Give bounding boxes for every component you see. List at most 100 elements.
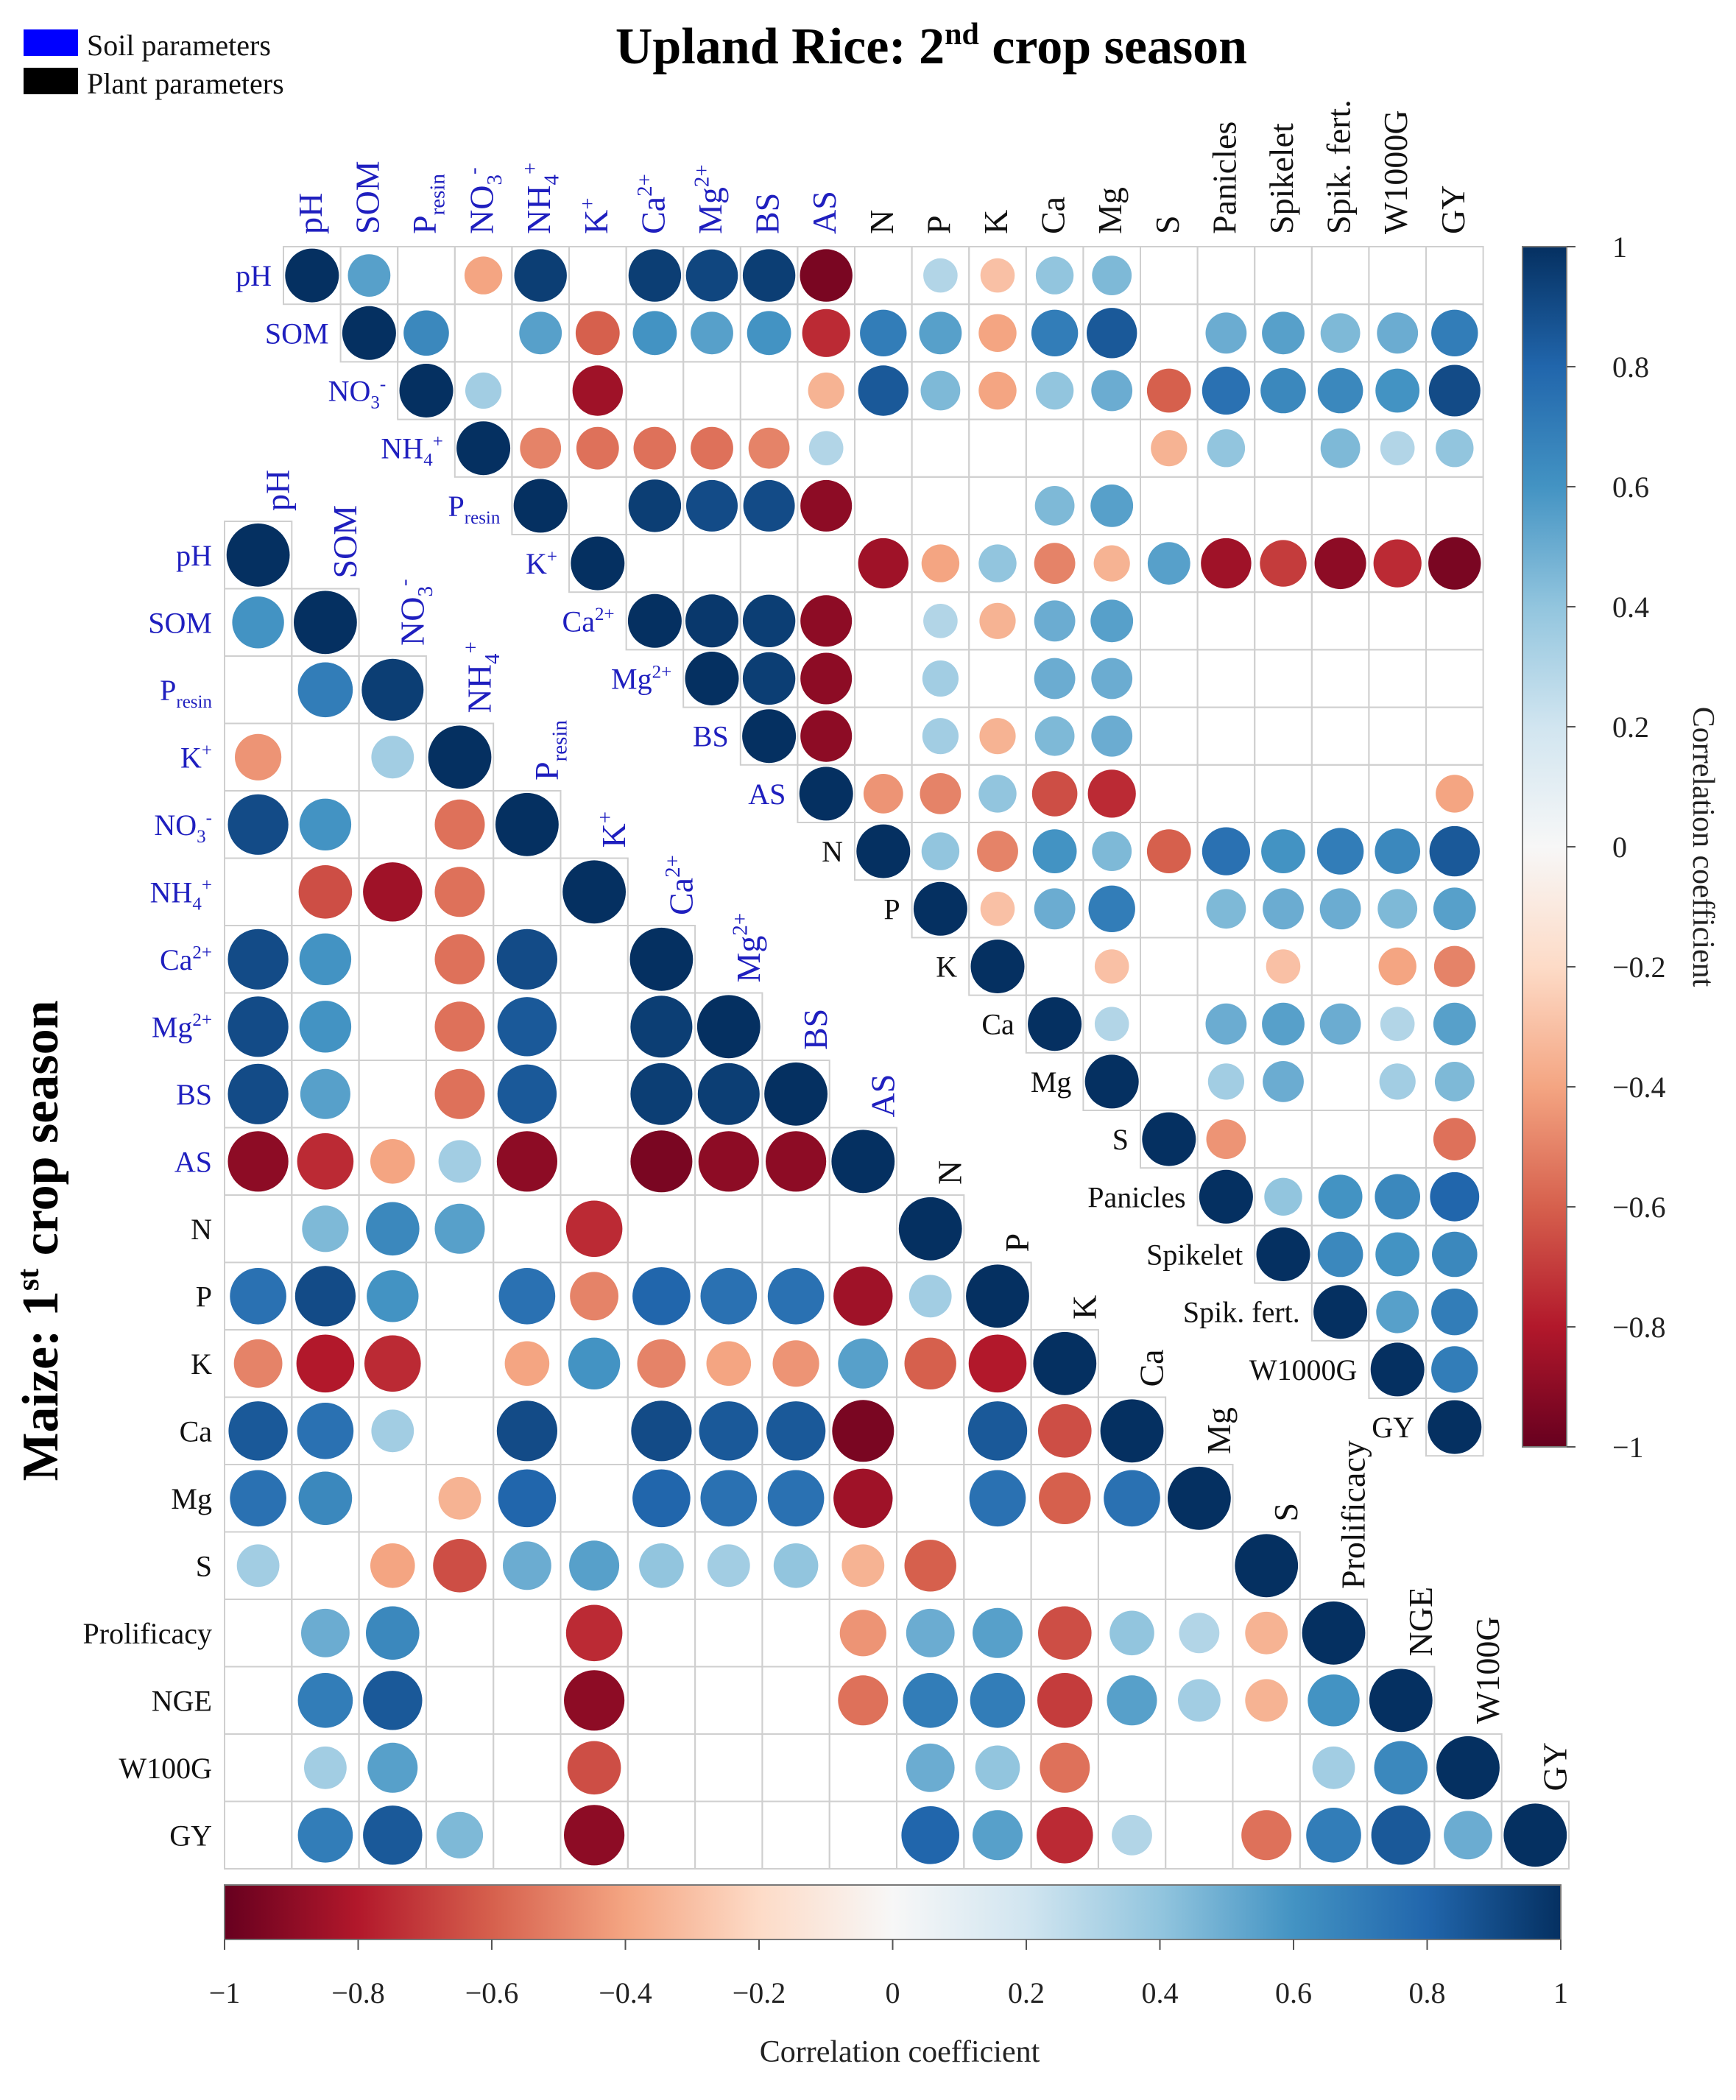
rice-cell bbox=[454, 303, 513, 363]
rice-corr-w1000g-gy bbox=[1431, 1346, 1478, 1393]
rice-corr-nh4-no3 bbox=[456, 421, 511, 476]
rice-cell bbox=[682, 361, 741, 420]
rice-corr-no3-s bbox=[1146, 368, 1191, 413]
maize-row-label-mg: Mg bbox=[171, 1482, 212, 1515]
maize-corr-w100g-k bbox=[1040, 1742, 1090, 1793]
rice-row-label-mg2: Mg2+ bbox=[611, 662, 671, 695]
rice-cell bbox=[968, 649, 1027, 708]
maize-corr-mg-nh4 bbox=[438, 1476, 481, 1520]
maize-col-label-w100g: W100G bbox=[1469, 1616, 1506, 1724]
rice-cell bbox=[682, 534, 741, 593]
maize-cell bbox=[761, 1800, 830, 1870]
rice-row-label-gy: GY bbox=[1372, 1411, 1414, 1444]
rice-corr-ca-spik-fert bbox=[1319, 1003, 1361, 1045]
rice-corr-presin-nh4 bbox=[513, 479, 568, 533]
maize-row-label-gy: GY bbox=[169, 1819, 212, 1852]
rice-corr-p-w1000g bbox=[1377, 889, 1418, 929]
rice-corr-ph-mg bbox=[1092, 256, 1132, 295]
maize-corr-s-n bbox=[904, 1540, 956, 1592]
rice-col-label-k: K bbox=[977, 210, 1015, 234]
maize-corr-p-bs bbox=[767, 1268, 825, 1325]
maize-corr-nge-nge bbox=[1369, 1669, 1433, 1733]
maize-cell bbox=[761, 1733, 830, 1803]
rice-corr-k-k bbox=[978, 544, 1017, 582]
maize-corr-s-k bbox=[569, 1540, 620, 1591]
maize-colorbar-tick-label: −0.2 bbox=[733, 1976, 786, 2009]
rice-cell bbox=[1425, 246, 1484, 306]
maize-cell bbox=[358, 992, 427, 1061]
rice-corr-n-w1000g bbox=[1375, 828, 1420, 874]
rice-corr-mg-w1000g bbox=[1379, 1063, 1416, 1100]
maize-title-sup: st bbox=[12, 1269, 46, 1291]
maize-cell bbox=[1097, 1531, 1167, 1600]
rice-cell bbox=[1196, 764, 1256, 824]
rice-col-label-panicles: Panicles bbox=[1205, 121, 1243, 234]
rice-colorbar-tick-label: 0 bbox=[1612, 831, 1627, 864]
soil-legend-label: Soil parameters bbox=[87, 29, 271, 62]
maize-corr-s-mg2 bbox=[707, 1544, 750, 1588]
maize-cell bbox=[425, 1396, 495, 1465]
maize-corr-bs-presin bbox=[497, 1064, 557, 1124]
maize-cell bbox=[560, 1060, 629, 1129]
rice-corr-k-spik-fert bbox=[1314, 538, 1366, 590]
maize-cell bbox=[493, 1733, 562, 1803]
rice-row-label-s: S bbox=[1112, 1123, 1129, 1156]
rice-corr-bs-as bbox=[800, 710, 853, 762]
rice-corr-no3-gy bbox=[1428, 364, 1481, 417]
maize-colorbar-tick-label: −0.4 bbox=[599, 1976, 652, 2009]
maize-corr-k-ca2 bbox=[637, 1339, 686, 1388]
rice-colorbar-tick-label: 0.8 bbox=[1612, 350, 1649, 384]
maize-cell bbox=[560, 1127, 629, 1196]
rice-corr-no3-mg bbox=[1091, 370, 1133, 412]
rice-cell bbox=[511, 361, 571, 420]
maize-corr-prolificacy-no3 bbox=[366, 1606, 420, 1660]
maize-corr-ca2-som bbox=[299, 933, 352, 986]
rice-corr-nh4-s bbox=[1151, 430, 1188, 467]
rice-colorbar-tick-label: −1 bbox=[1612, 1431, 1644, 1464]
rice-corr-ca-gy bbox=[1433, 1002, 1476, 1046]
rice-col-label-k: K+ bbox=[576, 197, 615, 234]
maize-corr-no3-ph bbox=[227, 794, 289, 855]
rice-corr-spikelet-spik-fert bbox=[1317, 1231, 1363, 1278]
maize-row-label-w100g: W100G bbox=[119, 1752, 212, 1785]
maize-cell bbox=[761, 1666, 830, 1735]
rice-corr-no3-p bbox=[920, 370, 961, 411]
rice-colorbar-label: Correlation coefficient bbox=[1686, 707, 1720, 987]
maize-corr-gy-k bbox=[1037, 1807, 1093, 1864]
maize-corr-mg2-ph bbox=[227, 996, 289, 1057]
maize-corr-prolificacy-n bbox=[906, 1608, 955, 1657]
plant-legend-swatch bbox=[24, 68, 78, 94]
maize-corr-k-as bbox=[838, 1338, 889, 1389]
rice-corr-mg2-ca bbox=[1034, 658, 1076, 700]
rice-corr-no3-no3 bbox=[465, 372, 502, 409]
rice-cell bbox=[1368, 1110, 1428, 1169]
rice-corr-k-spikelet bbox=[1266, 949, 1301, 984]
maize-corr-as-som bbox=[297, 1133, 354, 1190]
maize-corr-prolificacy-s bbox=[1245, 1611, 1288, 1655]
maize-row-label-bs: BS bbox=[176, 1078, 212, 1111]
rice-cell bbox=[1425, 591, 1484, 651]
rice-col-label-ca: Ca bbox=[1034, 197, 1072, 234]
rice-corr-ca2-ca2 bbox=[627, 593, 682, 648]
maize-corr-n-nh4 bbox=[434, 1203, 485, 1254]
maize-corr-as-ca2 bbox=[630, 1130, 693, 1193]
maize-corr-as-nh4 bbox=[438, 1140, 481, 1183]
rice-corr-p-panicles bbox=[1206, 889, 1246, 929]
rice-cell bbox=[854, 246, 913, 306]
maize-col-label-n: N bbox=[931, 1160, 969, 1185]
maize-cell bbox=[493, 1194, 562, 1264]
maize-corr-prolificacy-k bbox=[1038, 1606, 1092, 1660]
rice-corr-ca-spikelet bbox=[1262, 1002, 1305, 1046]
rice-cell bbox=[397, 246, 456, 306]
maize-col-label-ph: pH bbox=[259, 470, 297, 511]
rice-corr-no3-spikelet bbox=[1260, 367, 1306, 414]
maize-col-label-nge: NGE bbox=[1402, 1587, 1439, 1657]
maize-corr-gy-som bbox=[297, 1808, 353, 1863]
rice-corr-n-panicles bbox=[1202, 827, 1250, 875]
maize-cell bbox=[425, 1329, 495, 1398]
rice-col-label-ph: pH bbox=[292, 193, 329, 234]
maize-corr-gy-s bbox=[1241, 1810, 1292, 1861]
maize-col-label-nh4: NH4+ bbox=[459, 641, 504, 713]
maize-corr-mg-as bbox=[833, 1468, 893, 1528]
maize-cell bbox=[627, 1599, 696, 1668]
